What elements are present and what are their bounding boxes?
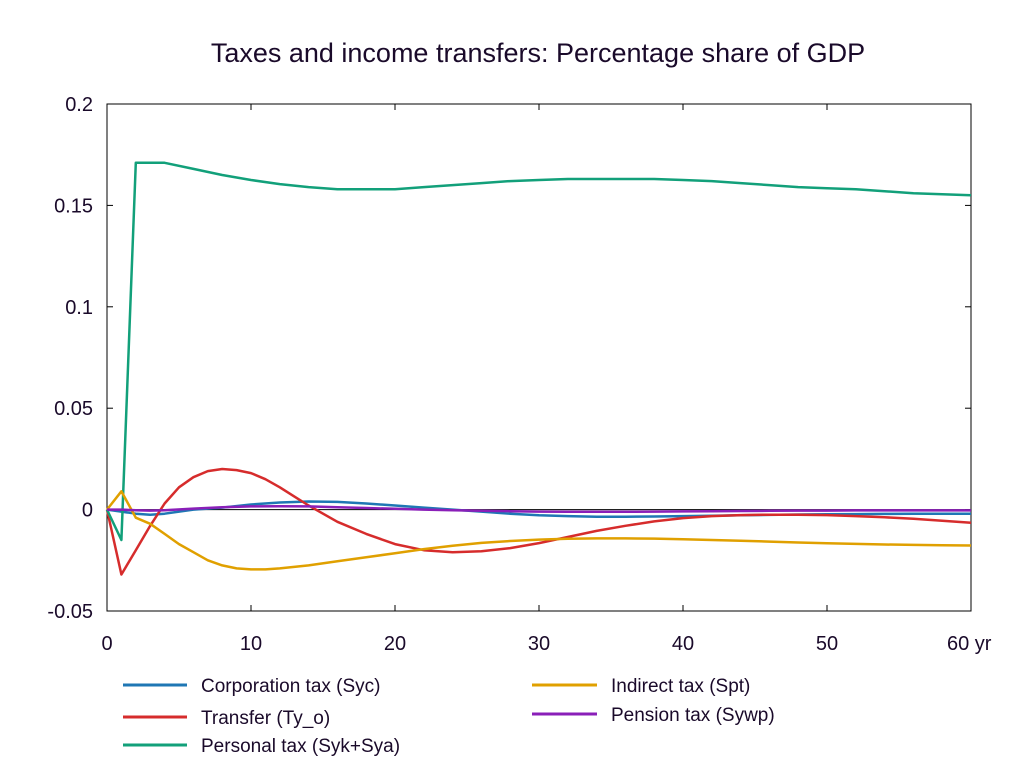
legend-label: Corporation tax (Syc) [201,676,381,697]
series-line-4 [107,504,971,514]
y-tick-label: 0.05 [54,398,93,420]
series-line-1 [105,467,972,576]
x-tick-label: 30 [528,633,550,655]
legend-label: Transfer (Ty_o) [201,708,330,729]
x-tick-label: 10 [240,633,262,655]
y-tick-label: 0 [82,500,93,522]
axis-ticks: 0 10 20 30 40 50 60 yr -0.05 0 0.05 0.1 0.15 0.2 [47,94,991,655]
y-tick-label: 0.15 [54,195,93,217]
y-tick-label: 0.1 [65,297,93,319]
x-tick-label: 40 [672,633,694,655]
legend-label: Pension tax (Sywp) [611,705,775,726]
x-tick-label: 20 [384,633,406,655]
legend-label: Personal tax (Syk+Sya) [201,736,400,757]
x-tick-label: 0 [101,633,112,655]
x-tick-label: 50 [816,633,838,655]
series-lines [105,161,972,576]
y-tick-label: -0.05 [47,601,93,623]
legend-label: Indirect tax (Spt) [611,676,750,697]
y-tick-label: 0.2 [65,94,93,116]
x-tick-label: 60 yr [947,633,992,655]
series-line-2 [105,161,972,542]
series-line-3 [106,490,972,571]
legend: Corporation tax (Syc) Transfer (Ty_o) Pers… [123,676,775,757]
chart-title: Taxes and income transfers: Percentage s… [211,38,865,68]
